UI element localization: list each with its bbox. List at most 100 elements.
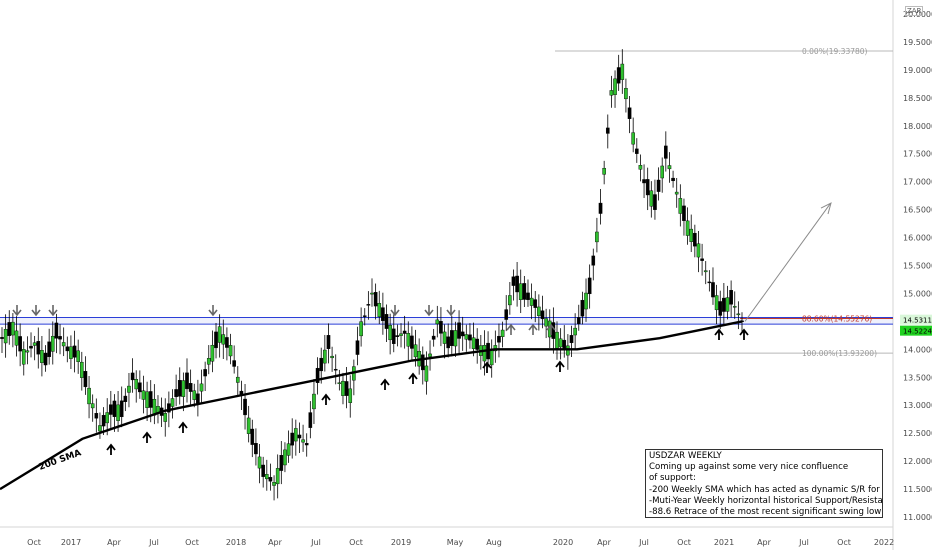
candle-body (468, 334, 472, 341)
y-tick-label: 17.00000 (903, 178, 932, 187)
candle-body (595, 231, 599, 243)
candle-body (257, 456, 262, 469)
y-tick-label: 12.00000 (903, 457, 932, 466)
annotation-line: Coming up against some very nice conflue… (649, 462, 849, 473)
candle-body (522, 283, 527, 300)
candle-body (707, 281, 712, 284)
candle-body (555, 331, 559, 349)
candle-body (471, 337, 476, 349)
candle-body (624, 88, 628, 100)
x-tick-label: Oct (837, 538, 851, 547)
annotation-box: USDZAR WEEKLY Coming up against some ver… (645, 449, 883, 518)
sma-bounce-arrow-icon (408, 372, 418, 384)
candle-body (638, 165, 643, 170)
candle-body (609, 90, 614, 96)
candle-body (587, 277, 592, 295)
candle-body (635, 148, 639, 154)
candle-body (377, 303, 382, 317)
candle-body (181, 380, 186, 397)
candle-body (420, 354, 425, 371)
sma-200-line (0, 320, 743, 491)
x-tick-label: Apr (107, 538, 122, 547)
support-arrow-icon (506, 323, 516, 335)
y-tick-label: 19.50000 (903, 38, 932, 47)
candle-body (428, 353, 432, 357)
candle-body (671, 177, 675, 182)
candle-body (569, 335, 574, 344)
fib-level-label: 100.00%(13.93200) (802, 349, 877, 358)
candle-body (315, 367, 320, 383)
sma-bounce-arrow-icon (739, 328, 749, 340)
candle-body (304, 443, 309, 446)
y-tick-label: 11.50000 (903, 485, 932, 494)
candle-body (90, 403, 95, 409)
candle-body (196, 393, 200, 404)
candle-body (504, 309, 509, 320)
y-tick-label: 14.00000 (903, 345, 932, 354)
candle-body (602, 167, 606, 175)
candle-body (362, 315, 367, 317)
candle-body (163, 413, 168, 422)
x-tick-label: Jul (310, 538, 321, 547)
candle-body (138, 382, 142, 393)
candle-body (508, 295, 512, 306)
candle-body (268, 477, 273, 482)
x-tick-label: 2017 (61, 538, 81, 547)
candle-body (718, 301, 723, 316)
candle-body (366, 304, 371, 306)
x-tick-label: Apr (268, 538, 283, 547)
candle-body (246, 417, 251, 434)
candle-body (598, 202, 603, 214)
candle-body (722, 297, 726, 312)
candle-body (529, 297, 534, 306)
candle-body (410, 335, 414, 349)
candle-body (272, 482, 276, 486)
x-tick-label: Oct (677, 538, 691, 547)
x-tick-label: Oct (27, 538, 41, 547)
candle-body (94, 413, 99, 419)
candle-body (649, 190, 654, 207)
x-tick-label: 2019 (391, 538, 411, 547)
sma-bounce-arrow-icon (178, 421, 188, 433)
y-tick-label: 16.00000 (903, 234, 932, 243)
candle-body (540, 310, 545, 320)
candle-body (562, 339, 567, 350)
candle-body (294, 428, 298, 442)
y-tick-label: 15.00000 (903, 289, 932, 298)
candle-body (348, 388, 353, 403)
candle-body (584, 292, 588, 310)
candle-body (123, 395, 128, 402)
candle-body (460, 331, 465, 337)
candle-body (177, 380, 182, 397)
x-tick-label: 2020 (553, 538, 573, 547)
candle-body (616, 67, 621, 84)
candle-body (674, 191, 679, 195)
candle-body (413, 344, 418, 358)
current-price-tag (900, 314, 932, 325)
y-tick-label: 15.50000 (903, 262, 932, 271)
candle-body (25, 350, 30, 353)
candle-body (217, 326, 222, 343)
candle-body (700, 258, 704, 261)
candle-body (526, 292, 530, 300)
candle-body (653, 194, 657, 210)
y-tick-label: 17.50000 (903, 150, 932, 159)
candle-body (214, 331, 218, 349)
candle-body (537, 306, 541, 316)
candle-body (605, 127, 610, 134)
resistance-arrow-icon (12, 305, 22, 317)
y-tick-label: 11.00000 (903, 513, 932, 522)
projection-line (744, 203, 831, 322)
candle-body (40, 350, 44, 363)
candle-body (141, 390, 146, 400)
x-tick-label: Apr (597, 538, 612, 547)
candle-body (500, 329, 505, 337)
resistance-arrow-icon (390, 305, 400, 317)
annotation-line: USDZAR WEEKLY (649, 451, 722, 461)
resistance-arrow-icon (48, 305, 58, 317)
candle-body (0, 337, 4, 339)
annotation-line: -200 Weekly SMA which has acted as dynam… (649, 484, 883, 495)
x-tick-label: 2021 (714, 538, 734, 547)
candle-body (645, 179, 650, 196)
